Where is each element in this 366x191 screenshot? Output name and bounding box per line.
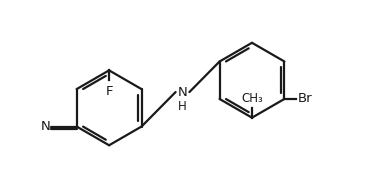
Text: N: N	[178, 86, 187, 99]
Text: Br: Br	[298, 92, 313, 105]
Text: H: H	[178, 100, 187, 113]
Text: N: N	[41, 120, 51, 133]
Text: CH₃: CH₃	[241, 92, 263, 105]
Text: F: F	[105, 85, 113, 98]
